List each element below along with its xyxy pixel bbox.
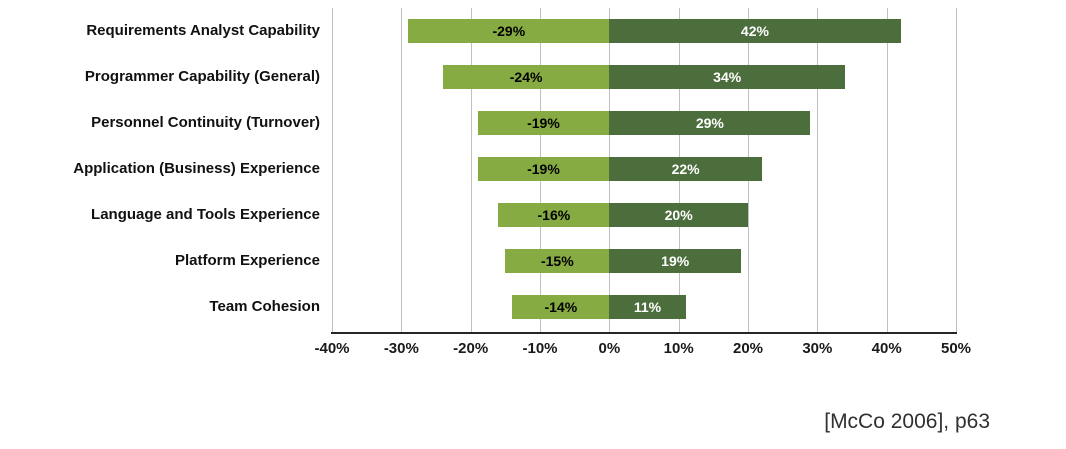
chart-row: Platform Experience -15% 19% (0, 238, 1010, 284)
row-plot-area: -19% 22% (332, 146, 956, 192)
gridline (886, 8, 888, 332)
negative-bar: -19% (477, 111, 610, 135)
negative-bar: -19% (477, 157, 610, 181)
axis-tick-label: 30% (802, 340, 833, 357)
row-plot-area: -24% 34% (332, 54, 956, 100)
axis-tick-label: -10% (522, 340, 558, 357)
row-plot-area: -16% 20% (332, 192, 956, 238)
category-label: Platform Experience (174, 251, 320, 269)
gridline (470, 8, 472, 332)
gridline (332, 8, 333, 332)
positive-bar: 42% (609, 19, 901, 43)
category-label: Programmer Capability (General) (84, 67, 320, 85)
chart-row: Application (Business) Experience -19% 22% (0, 146, 1010, 192)
negative-bar: -15% (505, 249, 610, 273)
category-label: Team Cohesion (209, 297, 320, 315)
gridline (956, 8, 957, 332)
gridline (401, 8, 403, 332)
negative-bar: -14% (512, 295, 610, 319)
category-label: Language and Tools Experience (91, 205, 320, 223)
chart-row: Language and Tools Experience -16% 20% (0, 192, 1010, 238)
positive-bar: 11% (609, 295, 686, 319)
positive-bar: 29% (609, 111, 811, 135)
chart-rows: Requirements Analyst Capability -29% 42% Pr… (0, 8, 1010, 330)
diverging-bar-chart: Requirements Analyst Capability -29% 42% Pr… (0, 8, 1010, 360)
positive-bar: 20% (609, 203, 748, 227)
x-axis-tick-labels: -40% -30% -20% -10% 0% 10% 20% 30% 40% 50% (314, 340, 971, 360)
chart-row: Personnel Continuity (Turnover) -19% 29% (0, 100, 1010, 146)
category-label: Personnel Continuity (Turnover) (91, 113, 320, 131)
axis-tick-label: 40% (871, 340, 902, 357)
axis-tick-label: -40% (314, 340, 350, 357)
axis-tick-label: 10% (663, 340, 694, 357)
citation-text: [McCo 2006], p63 (824, 410, 990, 433)
positive-bar: 22% (609, 157, 762, 181)
axis-tick-label: -20% (453, 340, 489, 357)
row-plot-area: -19% 29% (332, 100, 956, 146)
category-label: Application (Business) Experience (73, 159, 320, 177)
category-label: Requirements Analyst Capability (86, 21, 320, 39)
positive-bar: 34% (609, 65, 846, 89)
x-axis-line (331, 332, 957, 334)
negative-bar: -24% (442, 65, 610, 89)
axis-tick-label: 20% (732, 340, 764, 357)
chart-row: Team Cohesion -14% 11% (0, 284, 1010, 330)
positive-bar: 19% (609, 249, 742, 273)
negative-bar: -29% (408, 19, 610, 43)
row-plot-area: -14% 11% (332, 284, 956, 330)
axis-tick-label: -30% (383, 340, 419, 357)
axis-tick-label: 0% (598, 340, 621, 357)
row-plot-area: -15% 19% (332, 238, 956, 284)
axis-tick-label: 50% (940, 340, 972, 357)
negative-bar: -16% (498, 203, 610, 227)
chart-row: Requirements Analyst Capability -29% 42% (0, 8, 1010, 54)
row-plot-area: -29% 42% (332, 8, 956, 54)
chart-row: Programmer Capability (General) -24% 34% (0, 54, 1010, 100)
gridline (817, 8, 819, 332)
